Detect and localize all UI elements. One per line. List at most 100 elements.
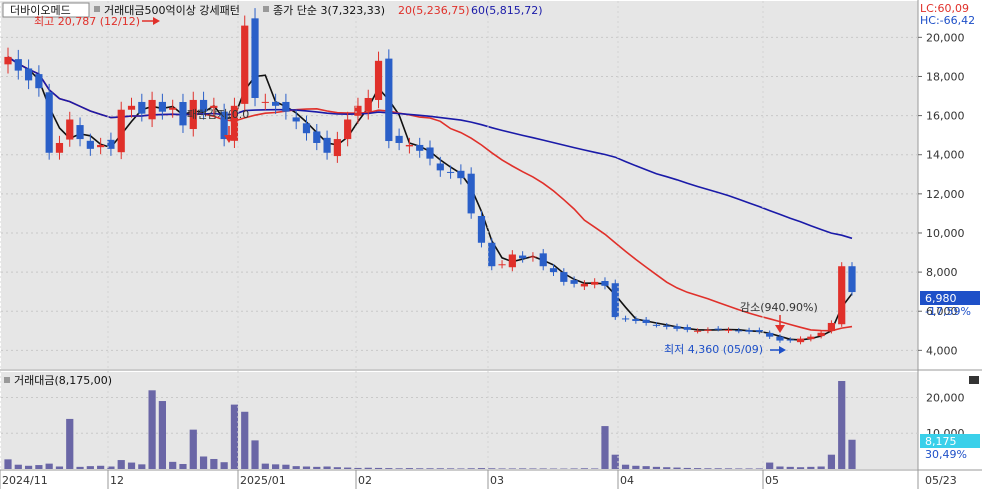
volume-bar	[35, 465, 43, 469]
volume-bar	[745, 468, 753, 469]
candle-body	[683, 327, 691, 330]
candle-body	[570, 280, 578, 284]
chart-header: 더바이오메드 거래대금500억이상 강세패턴 종가 단순 3(7,323,33)…	[2, 2, 543, 18]
volume-bar	[323, 466, 331, 469]
price-panel	[1, 1, 918, 369]
volume-bar	[519, 468, 527, 469]
candle-body	[158, 101, 166, 112]
low-annotation: 최저 4,360 (05/09)	[664, 343, 786, 356]
high-label: 최고 20,787 (12/12)	[34, 15, 140, 28]
candle-body	[848, 266, 856, 293]
candle-body	[261, 101, 269, 103]
volume-bar	[55, 466, 64, 469]
candle-body	[446, 171, 455, 173]
candle-body	[127, 105, 136, 110]
candles	[4, 8, 856, 345]
candle-body	[251, 18, 259, 98]
volume-bar	[251, 440, 259, 469]
candle-body	[477, 215, 486, 243]
candle-body	[735, 330, 743, 332]
stock-name-box[interactable]	[2, 2, 90, 18]
volume-bar	[591, 468, 599, 469]
drop-label: 감소(940.90%)	[740, 301, 818, 314]
candle-body	[601, 280, 609, 286]
candle-body	[199, 99, 208, 112]
drop-arrow	[775, 325, 785, 333]
candle-body	[220, 111, 228, 140]
candle-body	[179, 101, 187, 126]
volume-bar	[302, 466, 311, 469]
candle-body	[24, 68, 33, 81]
volume-bar	[86, 466, 94, 469]
stock-name[interactable]: 더바이오메드	[10, 4, 71, 17]
current-price-badge	[920, 291, 980, 305]
volume-bar	[395, 468, 403, 469]
volume-bar	[673, 467, 681, 469]
current-volume: 8,175	[925, 435, 957, 448]
x-tick-label: 2025/01	[240, 474, 286, 487]
candle-body	[395, 135, 403, 143]
volume-bar	[436, 468, 444, 469]
candle-body	[14, 59, 22, 71]
price-axis: 20,000 18,000 16,000 14,000 12,000 10,000 8,00…	[918, 31, 965, 357]
indicator-label: 거래대금500억이상 강세패턴	[104, 4, 240, 17]
volume-bar	[107, 466, 115, 469]
candle-body	[426, 147, 434, 159]
volume-settings-box[interactable]	[969, 376, 979, 384]
candle-body	[611, 283, 619, 318]
candle-body	[621, 318, 630, 320]
candle-body	[549, 268, 558, 273]
lc-label: LC:60,09	[920, 2, 969, 15]
x-tick-label: 05	[765, 474, 779, 487]
volume-bar	[714, 468, 722, 469]
candle-body	[508, 254, 516, 268]
volume-bar	[4, 459, 12, 469]
volume-bar	[426, 468, 434, 469]
volume-bar	[230, 404, 239, 469]
pattern-arrow	[224, 135, 234, 143]
volume-bar	[663, 467, 671, 469]
volume-bar	[580, 468, 588, 469]
hc-label: HC:-66,42	[920, 14, 975, 27]
current-volume-badge	[920, 434, 980, 448]
volume-bar	[416, 468, 424, 469]
price-tick-label: 6,000	[926, 305, 958, 318]
volume-bar	[570, 468, 578, 469]
candle-body	[539, 253, 547, 267]
volume-bar	[127, 462, 136, 469]
volume-bar	[333, 467, 341, 469]
volume-bar	[601, 426, 609, 469]
volume-bar	[477, 468, 486, 469]
volume-bar	[848, 439, 856, 469]
volume-bar	[220, 462, 228, 469]
candle-body	[714, 328, 722, 330]
volume-bar	[272, 464, 280, 469]
volume-bar	[724, 468, 733, 469]
candle-body	[282, 101, 290, 112]
volume-bar	[241, 411, 249, 469]
volume-bar	[817, 466, 825, 469]
candle-body	[724, 329, 733, 331]
price-tick-label: 10,000	[926, 227, 965, 240]
candle-body	[591, 281, 599, 285]
candle-body	[529, 256, 537, 258]
candle-body	[241, 25, 249, 104]
ma20-label: 20(5,236,75)	[398, 4, 470, 17]
candle-body	[66, 119, 74, 140]
candle-body	[755, 330, 763, 332]
x-tick-label: 03	[490, 474, 504, 487]
volume-bar	[24, 465, 33, 469]
volume-bar	[807, 466, 815, 469]
volume-bar	[508, 468, 516, 469]
candle-body	[4, 56, 12, 65]
candle-body	[344, 119, 352, 140]
high-annotation: 최고 20,787 (12/12)	[34, 15, 160, 28]
candle-body	[498, 264, 506, 266]
current-volume-change: 30,49%	[925, 448, 967, 461]
low-label: 최저 4,360 (05/09)	[664, 343, 763, 356]
candle-body	[642, 319, 650, 323]
candle-body	[467, 173, 475, 214]
volume-bar	[457, 468, 465, 469]
candle-body	[333, 139, 341, 157]
